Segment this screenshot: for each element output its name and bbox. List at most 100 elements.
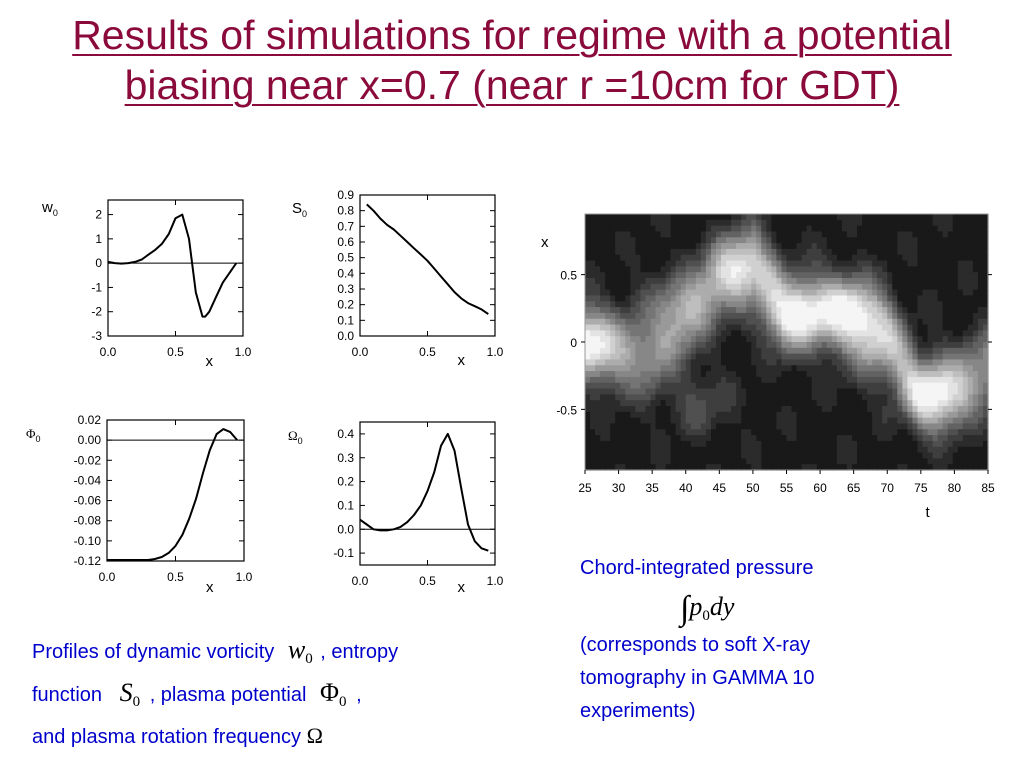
- contour-cell: [887, 365, 893, 372]
- contour-cell: [902, 266, 908, 273]
- contour-cell: [821, 394, 828, 401]
- contour-cell: [811, 458, 818, 465]
- contour-cell: [877, 295, 883, 302]
- contour-cell: [801, 382, 808, 390]
- contour-cell: [615, 423, 621, 430]
- contour-cell: [922, 347, 929, 355]
- contour-cell: [655, 406, 662, 413]
- contour-cell: [897, 440, 903, 448]
- contour-cell: [715, 289, 722, 297]
- contour-cell: [816, 231, 823, 238]
- contour-cell: [746, 458, 752, 465]
- contour-cell: [741, 371, 747, 378]
- contour-cell: [670, 219, 677, 227]
- contour-cell: [751, 283, 757, 291]
- contour-cell: [857, 359, 863, 366]
- contour-cell: [846, 458, 853, 465]
- contour-cell: [796, 266, 803, 273]
- contour-cell: [670, 371, 677, 378]
- contour-cell: [685, 295, 692, 302]
- contour-cell: [806, 394, 813, 401]
- contour-cell: [952, 406, 959, 413]
- contour-cell: [605, 464, 611, 471]
- contour-cell: [962, 446, 969, 454]
- contour-cell: [786, 225, 793, 233]
- contour-cell: [620, 266, 626, 273]
- contour-cell: [927, 411, 934, 419]
- contour-cell: [867, 411, 873, 419]
- contour-cell: [751, 248, 757, 256]
- contour-cell: [892, 312, 898, 320]
- contour-cell: [962, 266, 969, 273]
- contour-cell: [882, 458, 888, 465]
- contour-cell: [640, 440, 647, 448]
- contour-cell: [796, 301, 803, 308]
- contour-cell: [846, 435, 853, 442]
- contour-cell: [761, 225, 767, 233]
- contour-cell: [937, 283, 944, 291]
- contour-cell: [751, 219, 757, 227]
- contour-cell: [912, 219, 919, 227]
- contour-cell: [912, 330, 919, 337]
- contour-cell: [801, 231, 808, 238]
- contour-cell: [826, 330, 833, 337]
- contour-cell: [836, 394, 843, 401]
- contour-cell: [932, 429, 939, 436]
- contour-cell: [917, 336, 924, 343]
- contour-cell: [675, 382, 682, 390]
- contour-cell: [851, 365, 858, 372]
- contour-cell: [947, 365, 954, 372]
- contour-cell: [857, 312, 863, 320]
- contour-cell: [680, 452, 687, 459]
- contour-cell: [746, 411, 752, 419]
- contour-cell: [892, 225, 898, 233]
- contour-cell: [746, 417, 752, 425]
- contour-cell: [962, 359, 969, 366]
- contour-cell: [836, 283, 843, 291]
- contour-cell: [761, 394, 767, 401]
- contour-cell: [826, 347, 833, 355]
- contour-cell: [680, 278, 687, 285]
- contour-cell: [942, 435, 949, 442]
- contour-cell: [615, 400, 621, 407]
- contour-cell: [665, 359, 672, 366]
- contour-cell: [771, 388, 778, 395]
- contour-cell: [766, 312, 772, 320]
- contour-cell: [766, 417, 772, 425]
- x-tick-label: 0.5: [167, 345, 184, 359]
- contour-cell: [927, 301, 934, 308]
- contour-cell: [806, 318, 813, 326]
- contour-cell: [927, 283, 934, 291]
- contour-cell: [600, 353, 606, 361]
- y-tick-label: 0.00: [78, 433, 102, 447]
- contour-cell: [801, 248, 808, 256]
- contour-cell: [665, 324, 672, 331]
- contour-cell: [610, 376, 616, 384]
- contour-cell: [796, 371, 803, 378]
- contour-cell: [650, 214, 657, 221]
- contour-cell: [902, 307, 908, 314]
- contour-cell: [902, 330, 908, 337]
- contour-cell: [836, 440, 843, 448]
- contour-cell: [585, 231, 591, 238]
- contour-cell: [967, 289, 974, 297]
- contour-cell: [932, 440, 939, 448]
- contour-cell: [660, 347, 667, 355]
- contour-cell: [771, 225, 778, 233]
- contour-cell: [746, 324, 752, 331]
- contour-cell: [882, 382, 888, 390]
- contour-cell: [967, 400, 974, 407]
- contour-cell: [721, 254, 727, 262]
- contour-cell: [932, 347, 939, 355]
- contour-cell: [695, 411, 702, 419]
- contour-cell: [932, 435, 939, 442]
- contour-cell: [887, 464, 893, 471]
- contour-cell: [967, 295, 974, 302]
- contour-cell: [917, 411, 924, 419]
- contour-cell: [857, 283, 863, 291]
- contour-cell: [851, 406, 858, 413]
- contour-cell: [751, 225, 757, 233]
- contour-cell: [967, 318, 974, 326]
- contour-cell: [761, 359, 767, 366]
- contour-cell: [610, 440, 616, 448]
